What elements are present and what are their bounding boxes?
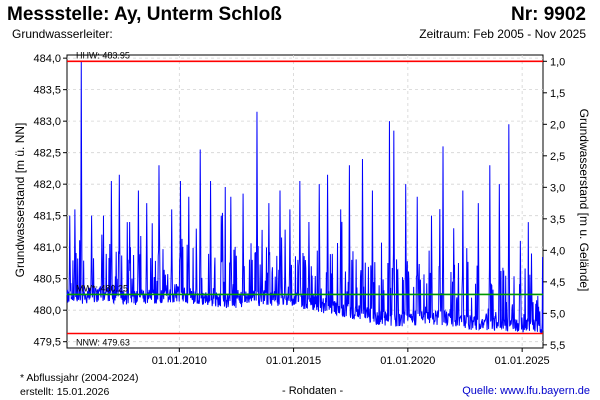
y-tick-label: 482,0 [33,179,61,191]
raw-data-label: - Rohdaten - [282,385,344,397]
x-tick-label: 01.01.2010 [152,355,207,367]
reference-label: MW*: 480.25 [76,283,128,293]
aquifer-label: Grundwasserleiter: [12,27,113,41]
x-tick-label: 01.01.2015 [266,355,321,367]
reference-label: HHW: 483.95 [76,50,130,60]
y2-tick-label: 3,5 [550,214,565,226]
y-tick-label: 484,0 [33,53,61,65]
y-tick-label: 483,5 [33,85,61,97]
x-tick-label: 01.01.2020 [380,355,435,367]
y2-tick-label: 2,5 [550,151,565,163]
y-tick-label: 481,0 [33,242,61,254]
reference-lines: HHW: 483.95 MW*: 480.25 NNW: 479.63 [67,50,543,348]
created-date: erstellt: 15.01.2026 [20,386,110,398]
station-number: Nr: 9902 [511,4,586,25]
axes: 479,5 480,0 480,5 481,0 481,5 482,0 482,5 483,0… [33,53,565,367]
series-line [66,61,544,334]
y-tick-label: 480,5 [33,274,61,286]
series-layer [66,61,544,334]
y2-axis-label: Grundwasserstand [m u. Gelände] [577,109,591,292]
page-title: Messstelle: Ay, Unterm Schloß [7,4,282,25]
reference-label: NNW: 479.63 [76,338,130,348]
footnote: * Abflussjahr (2004-2024) [20,372,139,384]
y-axis-label: Grundwasserstand [m ü. NN] [13,123,27,278]
period-label: Zeitraum: Feb 2005 - Nov 2025 [419,27,586,41]
y2-tick-label: 5,5 [550,340,565,352]
y-tick-label: 481,5 [33,211,61,223]
source-link[interactable]: Quelle: www.lfu.bayern.de [462,385,590,397]
y2-tick-label: 2,0 [550,119,565,131]
y2-tick-label: 4,5 [550,277,565,289]
y2-tick-label: 3,0 [550,182,565,194]
y-tick-label: 482,5 [33,148,61,160]
x-tick-label: 01.01.2025 [495,355,550,367]
y2-tick-label: 1,5 [550,88,565,100]
y2-tick-label: 4,0 [550,245,565,257]
y2-tick-label: 5,0 [550,308,565,320]
y-tick-label: 480,0 [33,305,61,317]
y-tick-label: 479,5 [33,337,61,349]
y-tick-label: 483,0 [33,116,61,128]
y2-tick-label: 1,0 [550,56,565,68]
